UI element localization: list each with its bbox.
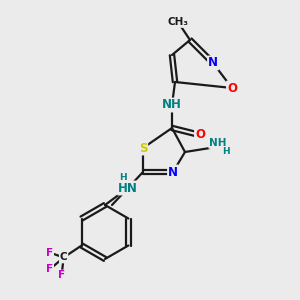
Text: N: N [208, 56, 218, 70]
Text: N: N [168, 166, 178, 178]
Text: O: O [195, 128, 205, 142]
Text: CH₃: CH₃ [167, 17, 188, 27]
Text: O: O [227, 82, 237, 94]
Text: HN: HN [118, 182, 138, 194]
Text: F: F [46, 248, 53, 257]
Text: F: F [46, 265, 53, 275]
Text: NH: NH [162, 98, 182, 112]
Text: S: S [139, 142, 147, 154]
Text: F: F [58, 271, 65, 281]
Text: C: C [60, 253, 68, 262]
Text: H: H [119, 173, 127, 182]
Text: H: H [222, 148, 230, 157]
Text: NH: NH [209, 138, 227, 148]
